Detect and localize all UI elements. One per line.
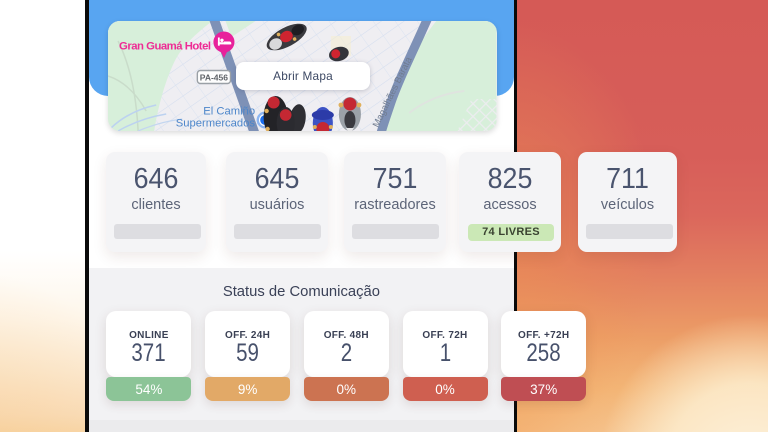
svg-text:Supermercados: Supermercados [176, 118, 256, 130]
svg-text:El Camiño: El Camiño [203, 106, 255, 118]
svg-text:Gran Guamá Hotel: Gran Guamá Hotel [119, 41, 211, 53]
svg-text:PA-456: PA-456 [200, 72, 229, 82]
